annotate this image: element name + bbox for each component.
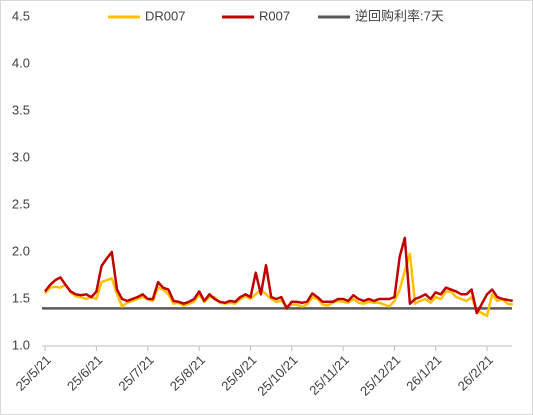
y-tick-label: 2.5 — [12, 196, 30, 211]
y-tick-label: 4.0 — [12, 55, 30, 70]
y-tick-label: 4.5 — [12, 8, 30, 23]
legend-label: DR007 — [145, 8, 185, 23]
y-tick-label: 3.5 — [12, 102, 30, 117]
y-tick-label: 2.0 — [12, 243, 30, 258]
series-line — [44, 252, 513, 318]
y-tick-label: 1.5 — [12, 290, 30, 305]
y-tick-label: 3.0 — [12, 149, 30, 164]
y-tick-label: 1.0 — [12, 337, 30, 352]
series-line — [44, 236, 513, 315]
legend-label: R007 — [259, 8, 290, 23]
legend-label: 逆回购利率:7天 — [355, 8, 444, 23]
